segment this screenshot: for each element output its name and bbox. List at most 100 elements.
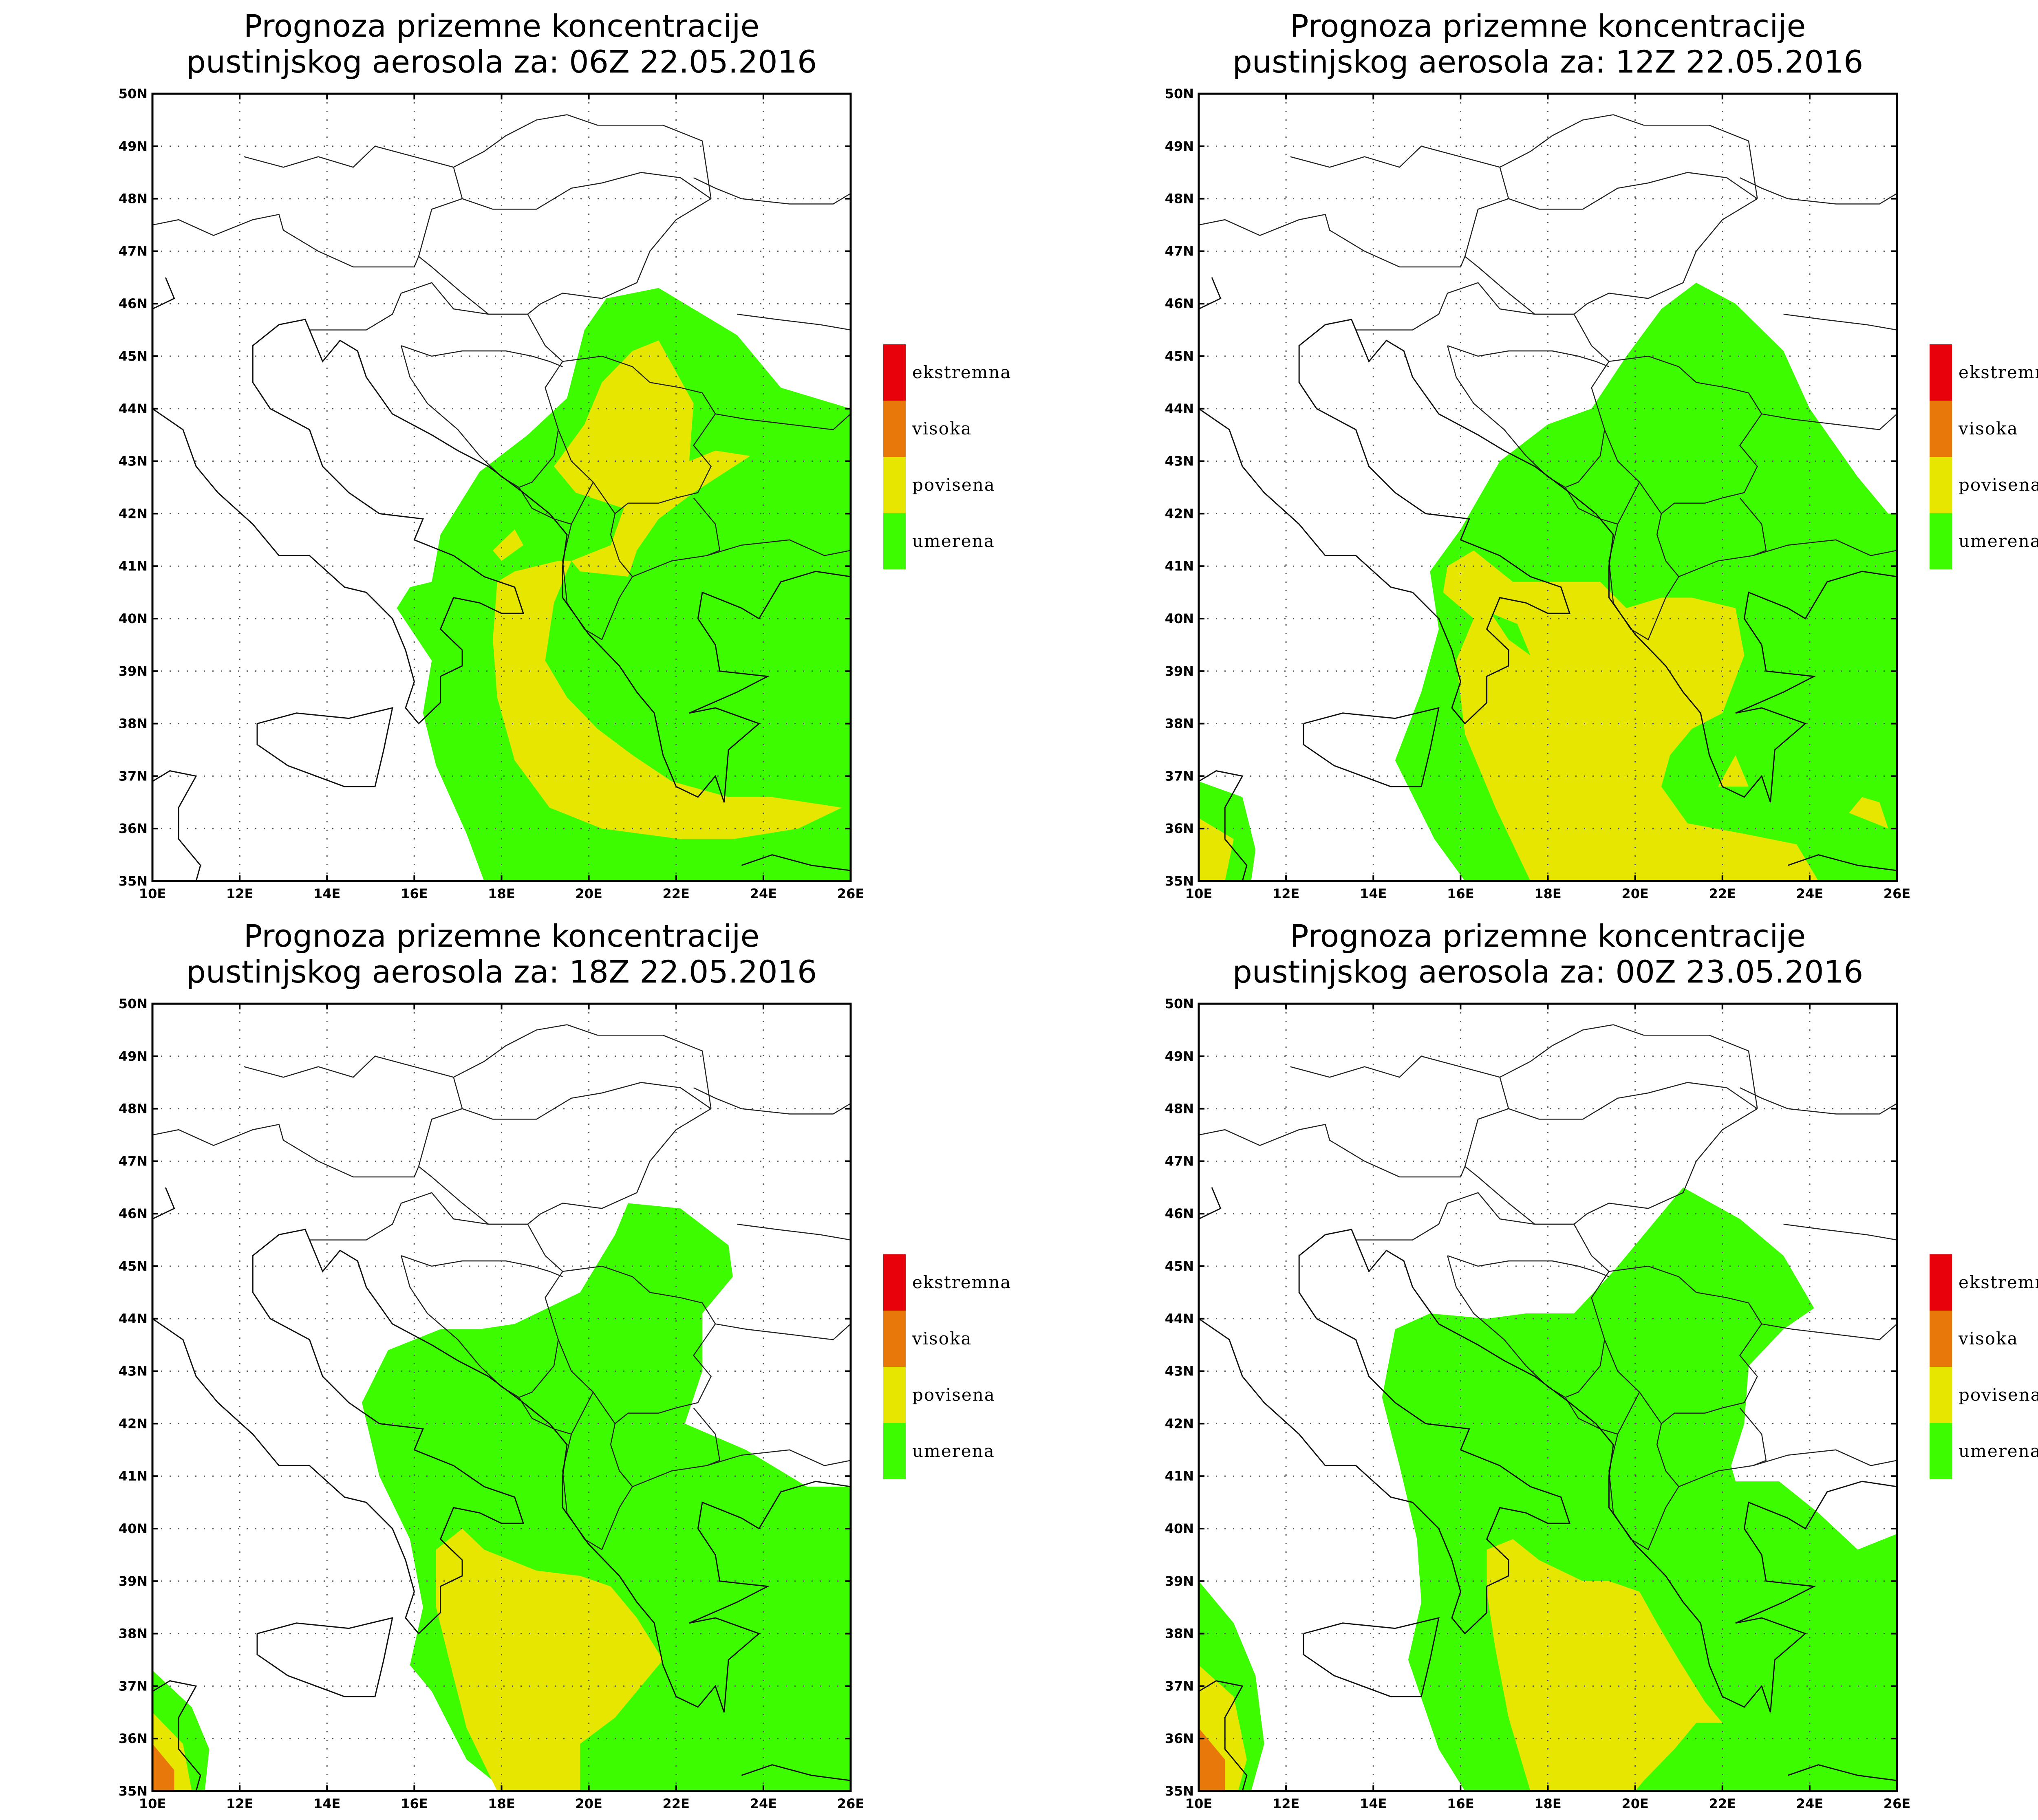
y-tick-label: 39N [1165, 1573, 1194, 1589]
y-tick-label: 49N [119, 1049, 148, 1064]
y-tick-label: 43N [1165, 454, 1194, 469]
y-tick-label: 48N [119, 191, 148, 207]
x-tick-label: 12E [226, 886, 253, 901]
x-tick-label: 18E [488, 886, 515, 901]
map-area [1199, 1004, 1897, 1791]
y-tick-label: 46N [1165, 1206, 1194, 1221]
y-tick-label: 44N [1165, 401, 1194, 416]
y-tick-label: 47N [1165, 243, 1194, 259]
country-border [610, 1408, 721, 1487]
country-border [401, 345, 563, 367]
x-tick-label: 26E [1884, 886, 1910, 901]
y-tick-label: 40N [119, 611, 148, 626]
legend-label: povisena [1959, 475, 2038, 495]
forecast-panel: Prognoza prizemne koncentracije pustinjsk… [0, 910, 1046, 1820]
y-tick-label: 43N [119, 454, 148, 469]
country-border [1753, 1449, 1897, 1466]
x-tick-label: 24E [1796, 1796, 1823, 1811]
y-tick-label: 36N [119, 821, 148, 836]
x-tick-label: 22E [663, 886, 690, 901]
x-tick-label: 14E [313, 1796, 340, 1811]
x-tick-label: 22E [1709, 1796, 1736, 1811]
x-tick-label: 16E [401, 1796, 428, 1811]
country-border [1783, 1223, 1897, 1241]
y-tick-label: 41N [1165, 558, 1194, 574]
country-border [737, 1223, 851, 1241]
concentration-area-visoka [152, 1744, 174, 1791]
legend-swatch-ekstremna [883, 344, 906, 401]
country-border [1290, 1055, 1509, 1109]
y-tick-label: 47N [119, 243, 148, 259]
coastline [1199, 770, 1248, 881]
country-border [309, 282, 564, 488]
y-tick-label: 42N [119, 506, 148, 521]
y-tick-label: 47N [1165, 1153, 1194, 1169]
x-tick-label: 20E [1621, 1796, 1648, 1811]
country-border [1447, 1255, 1609, 1277]
legend-swatch-povisena [1930, 457, 1952, 513]
legend-label: ekstremna [912, 362, 1012, 382]
legend-label: visoka [1958, 419, 2018, 438]
legend-label: umerena [912, 1441, 995, 1461]
x-tick-label: 12E [1273, 1796, 1299, 1811]
legend-swatch-povisena [1930, 1367, 1952, 1423]
y-tick-label: 42N [119, 1416, 148, 1431]
y-tick-label: 38N [1165, 1626, 1194, 1642]
country-border [152, 198, 712, 315]
country-border [1604, 1265, 1762, 1425]
concentration-area-povisena [1443, 550, 1819, 881]
panel-title-line2: pustinjskog aerosola za: 18Z 22.05.2016 [186, 954, 817, 990]
forecast-map-svg: Prognoza prizemne koncentracijepustinjsk… [1165, 8, 2038, 901]
legend: ekstremna visoka povisena umerena [1930, 1254, 2038, 1479]
forecast-panel: Prognoza prizemne koncentracije pustinjsk… [1046, 0, 2038, 910]
legend-label: ekstremna [1959, 1272, 2038, 1292]
y-tick-label: 49N [1165, 139, 1194, 154]
y-tick-label: 49N [119, 139, 148, 154]
country-border [1740, 177, 1897, 205]
y-tick-label: 48N [119, 1101, 148, 1117]
coastline [1787, 1764, 1897, 1781]
legend-label: povisena [1959, 1385, 2038, 1405]
country-border [152, 1108, 712, 1225]
country-border [1464, 1082, 1758, 1167]
x-tick-label: 20E [575, 1796, 602, 1811]
y-tick-label: 40N [119, 1521, 148, 1536]
x-tick-label: 14E [1360, 1796, 1387, 1811]
y-tick-label: 38N [1165, 716, 1194, 732]
country-border [1783, 313, 1897, 331]
x-tick-label: 10E [139, 886, 166, 901]
coastline [741, 854, 851, 871]
y-tick-label: 35N [1165, 1783, 1194, 1799]
legend-swatch-visoka [883, 1311, 906, 1367]
country-border [1356, 282, 1610, 488]
legend-swatch-ekstremna [1930, 344, 1952, 401]
x-tick-label: 10E [139, 1796, 166, 1811]
y-tick-label: 36N [119, 1731, 148, 1746]
y-tick-label: 48N [1165, 191, 1194, 207]
y-tick-label: 35N [119, 1783, 148, 1799]
x-tick-label: 20E [575, 886, 602, 901]
legend: ekstremna visoka povisena umerena [1930, 344, 2038, 569]
coastline [152, 1187, 175, 1220]
y-tick-label: 45N [1165, 1258, 1194, 1274]
x-tick-label: 24E [1796, 886, 1823, 901]
country-border [453, 1024, 712, 1109]
legend-swatch-umerena [1930, 1423, 1952, 1479]
coastline [1199, 277, 1222, 310]
panel-title-line1: Prognoza prizemne koncentracije [1290, 8, 1806, 44]
y-tick-label: 46N [1165, 296, 1194, 311]
country-border [453, 114, 712, 199]
y-tick-label: 37N [119, 768, 148, 784]
panel-title-line1: Prognoza prizemne koncentracije [244, 8, 760, 44]
country-border [1199, 198, 1758, 315]
y-tick-label: 39N [119, 1573, 148, 1589]
coastline [152, 277, 175, 310]
coastline [741, 1764, 851, 1781]
coastline [1199, 1680, 1248, 1791]
country-border [706, 539, 851, 556]
coastline [1303, 1617, 1440, 1697]
x-tick-label: 22E [663, 1796, 690, 1811]
country-border [418, 172, 712, 257]
x-tick-label: 18E [1534, 886, 1561, 901]
x-tick-label: 22E [1709, 886, 1736, 901]
